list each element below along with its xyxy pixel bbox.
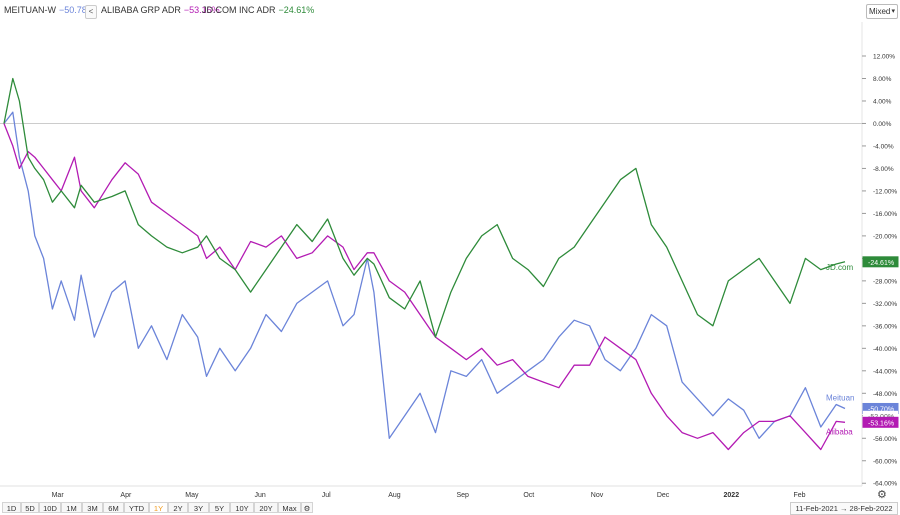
price-labels: -24.61%-50.70%-52.00%-53.16% [862,256,899,428]
symbol-change: −50.78% [59,5,95,15]
symbol-alibaba[interactable]: ALIBABA GRP ADR −53.16% [101,5,220,15]
range-button-10d[interactable]: 10D [39,502,61,513]
y-tick-label: -20.00% [873,233,897,240]
y-tick-label: -16.00% [873,211,897,218]
price-tag: -53.16% [862,416,899,428]
x-tick-label: Jun [255,492,266,499]
series-line [3,77,846,338]
series-label-alibaba: Alibaba [826,427,853,436]
scale-mode-select[interactable]: Mixed ▾ [866,4,898,19]
symbol-change: −24.61% [278,5,315,15]
range-button-20y[interactable]: 20Y [254,502,278,513]
x-axis-ticks: Mar Apr May Jun Jul Aug Sep Oct Nov Dec 2022 Feb [52,492,806,499]
y-tick-label: -12.00% [873,188,897,195]
symbol-change: −53.16% [183,5,220,15]
series-name-labels: JD.com Meituan Alibaba [826,263,854,436]
range-button-5d[interactable]: 5D [21,502,39,513]
y-tick-label: -44.00% [873,368,897,375]
symbol-meituan[interactable]: MEITUAN-W −50.78% [4,5,95,15]
svg-text:-53.16%: -53.16% [868,420,894,427]
series-label-jd: JD.com [826,263,853,272]
symbol-name: MEITUAN-W [4,5,56,15]
y-tick-label: -60.00% [873,458,897,465]
range-button-3y[interactable]: 3Y [188,502,209,513]
price-tag: -24.61% [862,256,899,268]
symbol-jd[interactable]: JD.COM INC ADR −24.61% [202,5,314,15]
range-button-2y[interactable]: 2Y [168,502,188,513]
x-tick-label: Feb [794,492,806,499]
x-tick-label: Sep [456,492,469,499]
y-tick-label: -56.00% [873,436,897,443]
date-range-display[interactable]: 11-Feb-2021 → 28-Feb-2022 [790,502,898,515]
range-button-10y[interactable]: 10Y [230,502,254,513]
y-tick-label: -36.00% [873,323,897,330]
x-tick-label: Nov [591,492,604,499]
y-tick-label: -40.00% [873,346,897,353]
range-selector: 1D 5D 10D 1M 3M 6M YTD 1Y 2Y 3Y 5Y 10Y 20Y Max ⚙ 11-Fe… [0,501,900,515]
x-tick-label: Aug [388,492,401,499]
x-tick-label: May [185,492,199,499]
series-label-meituan: Meituan [826,393,854,402]
x-tick-label: Mar [52,492,65,499]
series-line [3,111,846,439]
series-lines [3,77,846,451]
x-tick-label: Jul [322,492,331,499]
chevron-down-icon: ▾ [891,8,895,15]
range-button-1y[interactable]: 1Y [149,502,168,513]
symbol-header: MEITUAN-W −50.78% < ALIBABA GRP ADR −53.16… [0,0,900,22]
range-button-1m[interactable]: 1M [61,502,82,513]
range-button-max[interactable]: Max [278,502,301,513]
range-button-5y[interactable]: 5Y [209,502,230,513]
series-line [3,123,846,451]
x-tick-label: Oct [523,492,534,499]
x-tick-label: Apr [120,492,132,499]
range-button-6m[interactable]: 6M [103,502,124,513]
range-button-ytd[interactable]: YTD [124,502,149,513]
svg-text:-50.70%: -50.70% [868,406,894,413]
y-tick-label: 4.00% [873,98,892,105]
y-tick-label: -8.00% [873,166,894,173]
range-button-1d[interactable]: 1D [2,502,21,513]
y-tick-label: -4.00% [873,143,894,150]
symbol-name: JD.COM INC ADR [202,5,276,15]
y-tick-label: 0.00% [873,121,892,128]
y-tick-label: -28.00% [873,278,897,285]
x-tick-label: Dec [657,492,670,499]
y-tick-label: 8.00% [873,76,892,83]
gear-icon[interactable]: ⚙ [877,489,887,501]
y-tick-label: 12.00% [873,54,895,61]
y-tick-label: -64.00% [873,481,897,488]
y-tick-label: -48.00% [873,391,897,398]
range-button-3m[interactable]: 3M [82,502,103,513]
scale-mode-value: Mixed [869,7,891,16]
collapse-toggle[interactable]: < [85,5,97,19]
range-settings-icon[interactable]: ⚙ [301,502,313,513]
x-tick-label: 2022 [724,492,740,499]
symbol-name: ALIBABA GRP ADR [101,5,181,15]
svg-text:-24.61%: -24.61% [868,260,894,267]
y-tick-label: -32.00% [873,301,897,308]
